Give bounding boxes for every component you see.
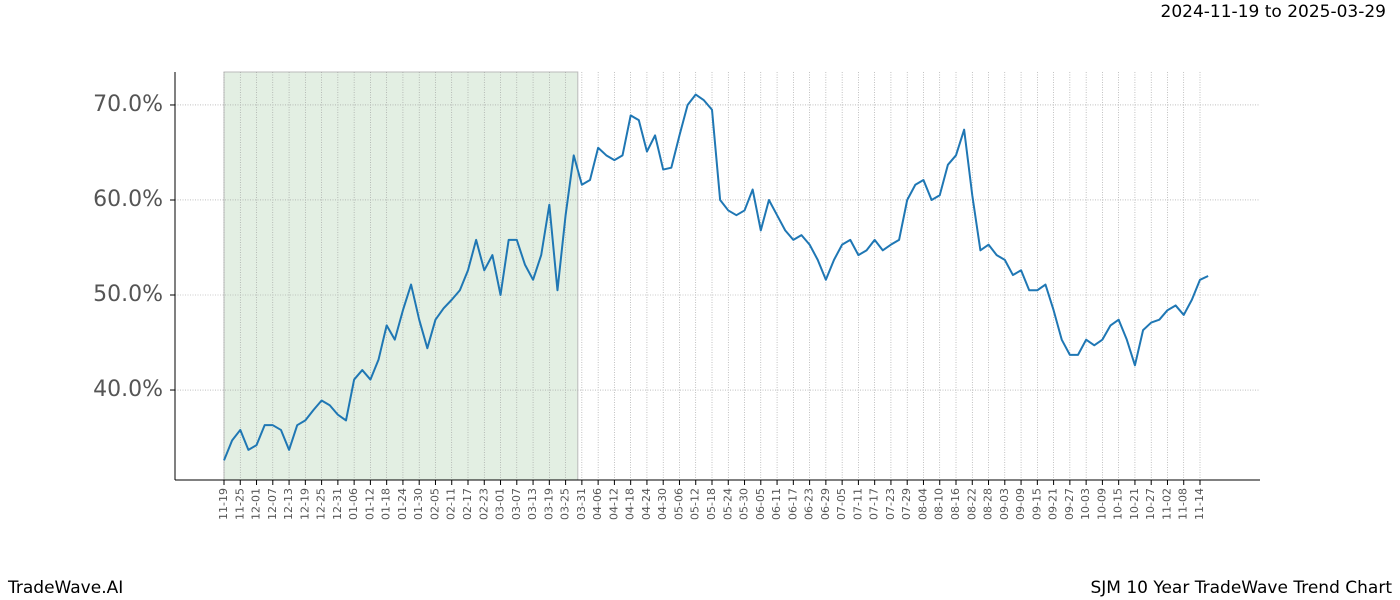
x-tick-label: 10-09 [1095,488,1108,520]
x-tick-label: 08-04 [916,488,929,520]
x-tick-label: 02-23 [477,488,490,520]
x-tick-label: 03-19 [542,488,555,520]
x-tick-label: 12-25 [315,488,328,520]
x-tick-label: 08-10 [933,488,946,520]
x-tick-label: 07-05 [835,488,848,520]
x-tick-label: 11-19 [217,488,230,520]
x-tick-label: 03-31 [575,488,588,520]
x-tick-label: 07-23 [884,488,897,520]
date-range: 2024-11-19 to 2025-03-29 [1161,2,1386,22]
x-tick-label: 05-18 [705,488,718,520]
x-tick-label: 10-21 [1128,488,1141,520]
x-tick-label: 07-11 [851,488,864,520]
x-tick-label: 01-06 [347,488,360,520]
x-tick-label: 09-09 [1014,488,1027,520]
x-tick-label: 11-25 [233,488,246,520]
x-tick-label: 01-30 [412,488,425,520]
x-tick-label: 12-01 [250,488,263,520]
x-tick-label: 08-28 [982,488,995,520]
x-tick-label: 11-14 [1193,488,1206,520]
x-tick-label: 04-12 [607,488,620,520]
x-tick-label: 01-24 [396,488,409,520]
x-tick-label: 05-24 [721,488,734,520]
x-tick-label: 07-29 [900,488,913,520]
trend-line [223,93,1209,461]
x-tick-label: 06-29 [819,488,832,520]
x-tick-label: 05-06 [672,488,685,520]
x-tick-label: 08-22 [965,488,978,520]
brand: TradeWave.AI [7,578,123,598]
x-tick-label: 09-27 [1063,488,1076,520]
y-tick-label: 50.0% [93,282,163,307]
x-tick-label: 12-31 [331,488,344,520]
y-tick-label: 60.0% [93,187,163,212]
x-tick-label: 05-12 [689,488,702,520]
x-tick-label: 03-25 [559,488,572,520]
x-tick-label: 04-30 [656,488,669,520]
x-tick-label: 01-12 [363,488,376,520]
x-tick-label: 01-18 [380,488,393,520]
x-tick-label: 12-19 [298,488,311,520]
x-tick-label: 09-03 [998,488,1011,520]
x-tick-label: 03-07 [510,488,523,520]
x-tick-label: 05-30 [738,488,751,520]
x-tick-label: 08-16 [949,488,962,520]
x-tick-label: 06-17 [786,488,799,520]
x-tick-label: 04-18 [624,488,637,520]
caption: SJM 10 Year TradeWave Trend Chart [1090,578,1392,598]
x-tick-label: 09-21 [1047,488,1060,520]
x-tick-label: 06-11 [770,488,783,520]
x-tick-label: 07-17 [868,488,881,520]
x-tick-label: 03-13 [526,488,539,520]
x-tick-label: 06-05 [754,488,767,520]
y-tick-label: 70.0% [93,92,163,117]
x-tick-label: 12-13 [282,488,295,520]
y-tick-label: 40.0% [93,377,163,402]
x-tick-label: 02-17 [461,488,474,520]
x-tick-label: 09-15 [1030,488,1043,520]
x-tick-label: 10-27 [1144,488,1157,520]
x-tick-label: 10-03 [1079,488,1092,520]
x-tick-label: 11-08 [1177,488,1190,520]
x-tick-label: 03-01 [494,488,507,520]
x-tick-label: 04-24 [640,488,653,520]
x-tick-label: 04-06 [591,488,604,520]
x-tick-label: 02-05 [428,488,441,520]
x-tick-label: 06-23 [803,488,816,520]
x-tick-label: 11-02 [1160,488,1173,520]
x-tick-label: 02-11 [445,488,458,520]
x-tick-label: 12-07 [266,488,279,520]
highlight-window [223,71,579,481]
x-tick-label: 10-15 [1112,488,1125,520]
